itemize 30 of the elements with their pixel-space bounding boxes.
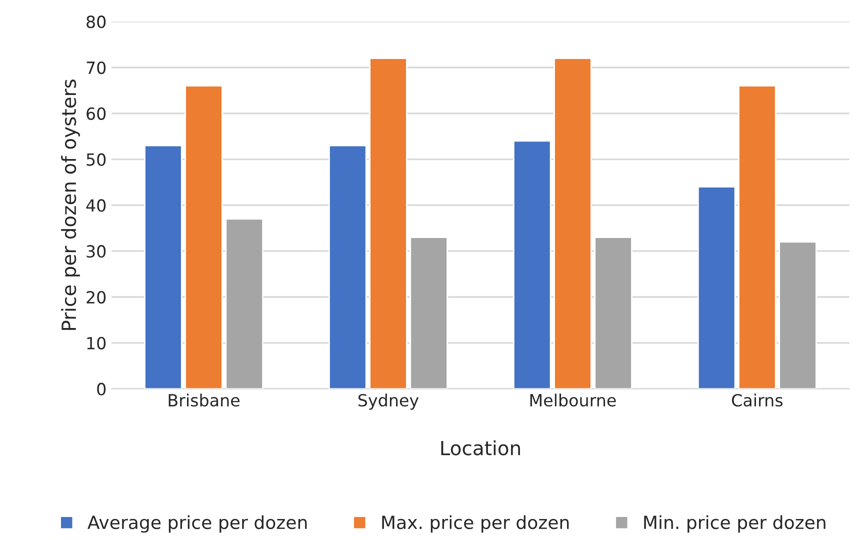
y-tick-label: 70 (86, 61, 106, 74)
x-tick-label: Sydney (358, 394, 419, 410)
bar (738, 85, 776, 389)
y-tick-label: 80 (86, 16, 106, 28)
bar (328, 144, 367, 389)
x-tick-label: Melbourne (530, 394, 616, 407)
bar (697, 186, 736, 389)
x-tick-label: Brisbane (168, 394, 240, 407)
y-tick-label: 20 (86, 290, 106, 304)
bar (778, 241, 817, 389)
bar (594, 236, 632, 389)
bar (184, 85, 223, 389)
bar (225, 218, 264, 389)
y-tick-label: 10 (87, 336, 106, 350)
bar (144, 144, 182, 389)
y-tick-label: 40 (86, 199, 106, 212)
y-tick-label: 60 (86, 107, 106, 120)
bar (410, 236, 448, 389)
y-tick-label: 50 (86, 153, 106, 166)
bar (512, 140, 552, 389)
legend-label: Min. price per dozen (644, 515, 826, 533)
bar (369, 58, 408, 389)
y-axis-title: Price per dozen of oysters (61, 80, 80, 330)
legend-label: Average price per dozen (88, 515, 307, 533)
bar (554, 58, 592, 389)
legend-label: Max. price per dozen (382, 515, 569, 533)
y-tick-label: 30 (86, 245, 106, 258)
x-tick-label: Cairns (732, 394, 783, 407)
y-tick-label: 0 (97, 382, 106, 396)
x-axis-title: Location (441, 440, 520, 456)
